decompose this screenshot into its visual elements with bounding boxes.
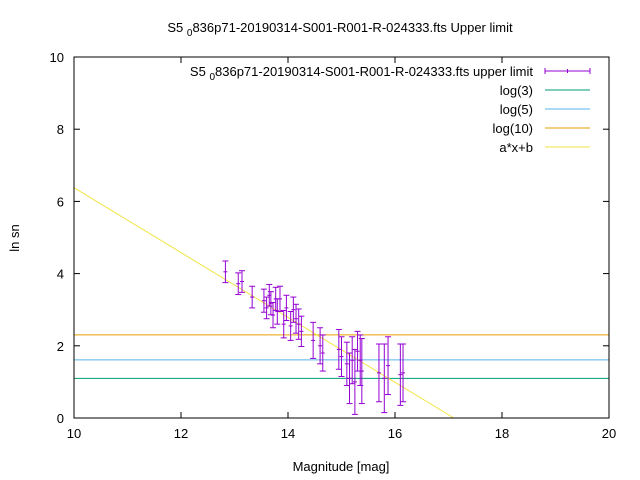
legend-entry: log(5) <box>500 102 590 117</box>
plot-frame <box>73 56 610 419</box>
x-tick-label: 14 <box>281 426 295 441</box>
data-point <box>319 334 326 372</box>
data-point <box>270 301 277 329</box>
y-tick-label: 0 <box>57 411 64 426</box>
x-tick-label: 10 <box>67 426 81 441</box>
data-point <box>317 327 324 365</box>
data-point <box>346 352 353 405</box>
data-point <box>249 285 256 309</box>
data-point <box>400 343 407 403</box>
data-point <box>287 311 294 341</box>
legend-label: S5 0836p71-20190314-S001-R001-R-024333.f… <box>190 64 533 83</box>
legend-entry: S5 0836p71-20190314-S001-R001-R-024333.f… <box>190 64 591 83</box>
data-point <box>235 272 242 296</box>
data-point <box>263 296 270 320</box>
legend-label: log(5) <box>500 102 533 117</box>
data-point <box>310 321 317 359</box>
data-point <box>397 343 404 406</box>
legend-entry: log(3) <box>500 83 590 98</box>
data-point <box>338 336 345 377</box>
data-point <box>238 270 245 293</box>
chart-title: S5 0836p71-20190314-S001-R001-R-024333.f… <box>167 20 513 39</box>
legend-entry: a*x+b <box>499 140 590 155</box>
data-point <box>295 308 302 340</box>
data-point <box>276 285 283 313</box>
data-point <box>357 334 364 387</box>
data-point <box>358 338 365 405</box>
data-point <box>354 330 361 372</box>
x-axis-label: Magnitude [mag] <box>293 459 390 474</box>
x-tick-label: 18 <box>495 426 509 441</box>
data-point <box>343 341 350 387</box>
legend-entry: log(10) <box>493 121 590 136</box>
data-point <box>298 315 305 348</box>
y-tick-label: 2 <box>57 339 64 354</box>
data-point <box>222 260 229 284</box>
data-point <box>349 336 356 385</box>
data-point <box>381 343 388 414</box>
legend-label: a*x+b <box>499 140 533 155</box>
data-point <box>375 343 382 403</box>
data-point <box>280 309 287 339</box>
x-tick-label: 12 <box>174 426 188 441</box>
data-point <box>335 329 342 370</box>
x-tick-label: 16 <box>388 426 402 441</box>
data-point <box>290 296 297 323</box>
legend: S5 0836p71-20190314-S001-R001-R-024333.f… <box>190 64 591 155</box>
x-tick-label: 20 <box>602 426 616 441</box>
data-point <box>260 288 267 313</box>
y-axis-label: ln sn <box>7 224 22 251</box>
data-point <box>351 348 358 415</box>
data-point <box>385 336 392 396</box>
y-tick-label: 6 <box>57 194 64 209</box>
legend-label: log(3) <box>500 83 533 98</box>
data-point <box>283 294 290 322</box>
y-tick-label: 8 <box>57 122 64 137</box>
legend-label: log(10) <box>493 121 533 136</box>
y-tick-label: 4 <box>57 267 64 282</box>
y-tick-label: 10 <box>50 50 64 65</box>
data-points <box>222 260 407 415</box>
